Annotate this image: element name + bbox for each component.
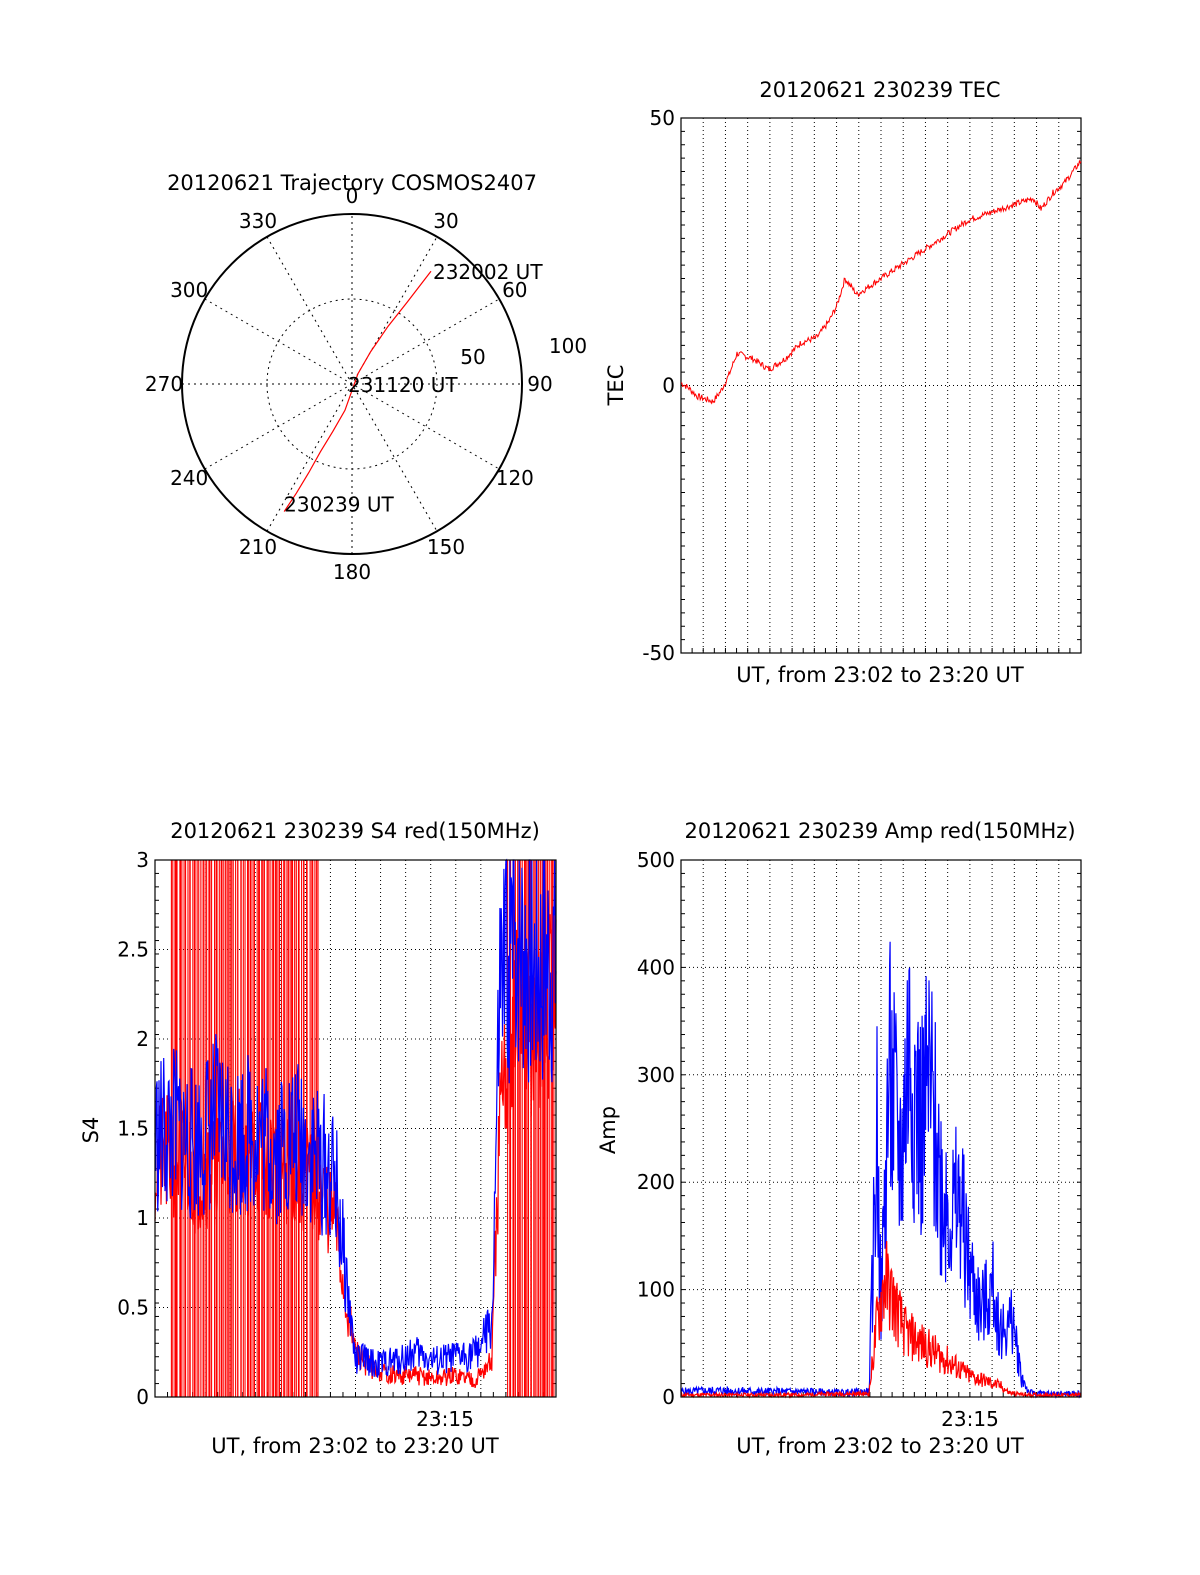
- y-tick-label: 1.5: [117, 1117, 149, 1141]
- tec-grid: [681, 118, 1081, 653]
- y-tick-label: 50: [650, 106, 675, 130]
- tec-series-line: [680, 159, 1082, 405]
- s4-plot-frame: [154, 859, 557, 1398]
- tec-x-axis-label: UT, from 23:02 to 23:20 UT: [736, 663, 1024, 687]
- tec-y-tick-labels: 50 0 -50: [642, 106, 675, 665]
- amp-plot-frame: [680, 859, 1082, 1398]
- s4-y-axis-label: S4: [79, 1117, 103, 1144]
- polar-grid: [182, 214, 522, 554]
- polar-outer-circle: [181, 213, 523, 555]
- y-tick-label: 1: [136, 1206, 149, 1230]
- polar-annotation: 230239 UT: [284, 493, 394, 517]
- s4-plot: 20120621 230239 S4 red(150MHz) 0 0.5 1 1.5 2…: [79, 819, 557, 1458]
- amp-blue-series-line: [680, 941, 1082, 1399]
- s4-x-axis-label: UT, from 23:02 to 23:20 UT: [211, 1434, 499, 1458]
- polar-angle-label: 30: [433, 209, 458, 233]
- polar-grid-spoke: [266, 236, 438, 532]
- polar-time-annotations: 232002 UT 231120 UT 230239 UT: [284, 260, 543, 516]
- tec-y-axis-label: TEC: [604, 365, 628, 407]
- s4-title: 20120621 230239 S4 red(150MHz): [170, 819, 540, 843]
- y-tick-label: 0: [662, 374, 675, 398]
- polar-angle-labels: 0 30 60 90 120 150 180 210 240 270 300 330: [145, 184, 553, 584]
- y-tick-label: 2: [136, 1027, 149, 1051]
- y-tick-label: 0: [662, 1385, 675, 1409]
- polar-angle-label: 150: [427, 535, 465, 559]
- polar-radius-labels: 50 100: [460, 334, 587, 369]
- amp-red-series-line: [680, 1240, 1082, 1399]
- s4-x-tick-label: 23:15: [416, 1407, 474, 1431]
- y-tick-label: 0.5: [117, 1296, 149, 1320]
- y-tick-label: -50: [642, 641, 675, 665]
- amp-plot: 20120621 230239 Amp red(150MHz) 0 100 200 3…: [596, 819, 1082, 1458]
- tec-plot-frame: [680, 117, 1082, 654]
- polar-angle-label: 60: [502, 278, 527, 302]
- polar-angle-label: 120: [496, 466, 534, 490]
- polar-annotation: 232002 UT: [433, 260, 543, 284]
- polar-angle-label: 240: [170, 466, 208, 490]
- y-tick-label: 2.5: [117, 938, 149, 962]
- polar-angle-label: 0: [346, 184, 359, 208]
- s4-blue-series-line: [154, 858, 557, 1378]
- amp-x-axis-label: UT, from 23:02 to 23:20 UT: [736, 1434, 1024, 1458]
- polar-trajectory-plot: 20120621 Trajectory COSMOS2407 0 30 60 90 12…: [145, 171, 587, 584]
- polar-angle-label: 330: [239, 209, 277, 233]
- amp-title: 20120621 230239 Amp red(150MHz): [684, 819, 1075, 843]
- y-tick-label: 200: [637, 1170, 675, 1194]
- polar-title: 20120621 Trajectory COSMOS2407: [167, 171, 537, 195]
- amp-y-axis-label: Amp: [596, 1106, 620, 1154]
- polar-trajectory-line: [283, 270, 432, 512]
- tec-title: 20120621 230239 TEC: [759, 78, 1000, 102]
- polar-angle-label: 270: [145, 372, 183, 396]
- y-tick-label: 100: [637, 1278, 675, 1302]
- y-tick-label: 500: [637, 848, 675, 872]
- s4-y-tick-labels: 0 0.5 1 1.5 2 2.5 3: [117, 848, 149, 1409]
- polar-radius-label: 50: [460, 345, 485, 369]
- polar-angle-label: 210: [239, 535, 277, 559]
- polar-angle-label: 300: [170, 278, 208, 302]
- polar-annotation: 231120 UT: [348, 373, 458, 397]
- amp-x-tick-label: 23:15: [941, 1407, 999, 1431]
- y-tick-label: 0: [136, 1385, 149, 1409]
- tec-plot: 20120621 230239 TEC 50 0 -50 UT, from 23:0…: [604, 78, 1082, 687]
- y-tick-label: 3: [136, 848, 149, 872]
- y-tick-label: 300: [637, 1063, 675, 1087]
- polar-angle-label: 180: [333, 560, 371, 584]
- y-tick-label: 400: [637, 955, 675, 979]
- polar-radius-label: 100: [549, 334, 587, 358]
- polar-angle-label: 90: [527, 372, 552, 396]
- amp-y-tick-labels: 0 100 200 300 400 500: [637, 848, 675, 1409]
